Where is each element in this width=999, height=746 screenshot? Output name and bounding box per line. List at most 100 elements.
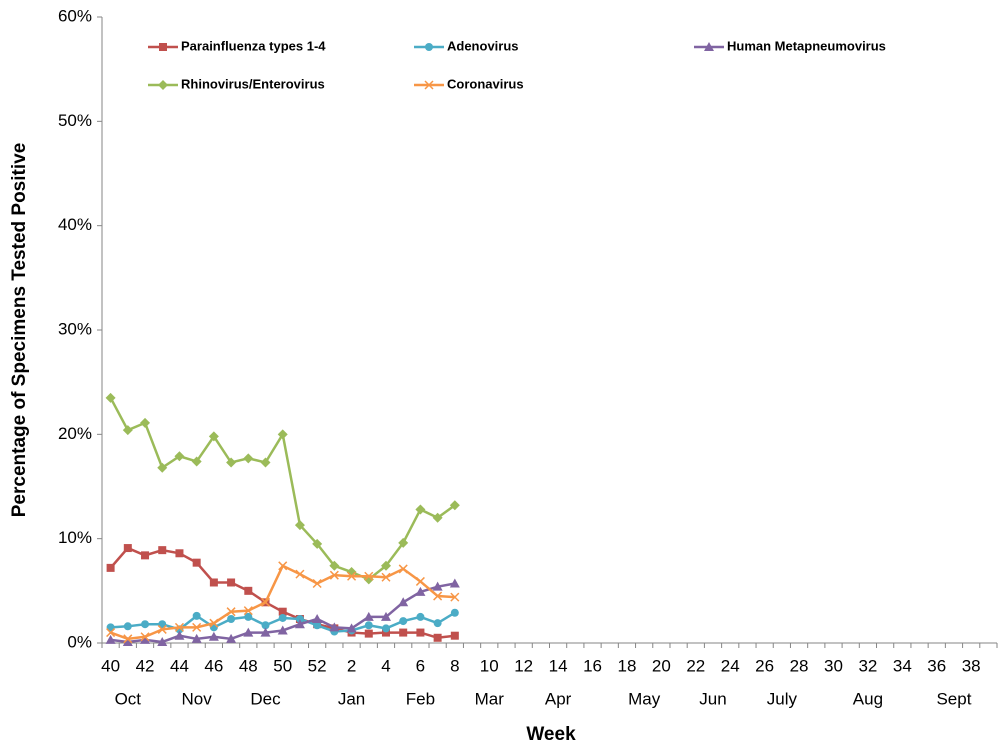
x-tick-label: 46 — [204, 656, 223, 675]
data-point — [329, 622, 340, 632]
data-point — [398, 537, 409, 548]
data-point — [208, 431, 219, 442]
data-point — [260, 597, 271, 607]
data-point — [294, 520, 305, 531]
x-tick-label: 50 — [273, 656, 292, 675]
data-point — [141, 620, 150, 629]
x-tick-label: 18 — [617, 656, 636, 675]
x-axis-title: Week — [526, 724, 576, 745]
data-point — [191, 456, 202, 467]
legend-marker — [158, 80, 168, 90]
data-point — [381, 624, 390, 633]
data-point — [380, 560, 391, 571]
data-point — [294, 619, 305, 629]
legend-marker — [704, 42, 714, 51]
data-point — [433, 591, 443, 601]
x-tick-label: 2 — [347, 656, 356, 675]
data-point — [192, 558, 201, 567]
data-point — [123, 544, 132, 553]
legend-marker — [424, 80, 434, 90]
data-point — [260, 457, 271, 468]
data-point — [140, 417, 151, 428]
month-label: Jun — [699, 689, 726, 708]
data-point — [260, 627, 271, 637]
y-axis-title: Percentage of Specimens Tested Positive — [9, 143, 30, 518]
data-point — [226, 607, 236, 617]
legend-marker — [159, 43, 167, 51]
data-point — [415, 576, 425, 586]
x-tick-label: 32 — [858, 656, 877, 675]
x-tick-label: 48 — [239, 656, 258, 675]
month-label: Dec — [250, 689, 281, 708]
x-tick-label: 8 — [450, 656, 459, 675]
x-tick-label: 30 — [824, 656, 843, 675]
data-point — [192, 622, 202, 632]
data-point — [106, 628, 116, 638]
data-point — [277, 625, 288, 635]
data-point — [105, 392, 116, 403]
data-point — [157, 462, 168, 473]
data-point — [122, 636, 133, 646]
data-point — [450, 631, 459, 640]
data-point — [312, 578, 322, 589]
x-tick-label: 4 — [381, 656, 390, 675]
data-point — [416, 612, 425, 621]
data-point — [243, 627, 254, 637]
data-point — [364, 571, 374, 581]
data-point — [399, 617, 408, 626]
data-point — [141, 551, 150, 560]
data-point — [140, 632, 150, 642]
y-tick-label: 60% — [58, 6, 92, 25]
month-label: Apr — [545, 689, 572, 708]
x-tick-label: 10 — [480, 656, 499, 675]
data-point — [381, 628, 390, 637]
data-point — [450, 608, 459, 617]
x-tick-label: 28 — [790, 656, 809, 675]
data-point — [226, 633, 237, 643]
legend-label: Adenovirus — [447, 38, 519, 53]
data-point — [278, 561, 288, 571]
data-point — [191, 633, 202, 643]
data-point — [449, 500, 460, 511]
data-point — [295, 615, 304, 624]
data-point — [208, 631, 219, 641]
data-point — [175, 549, 184, 558]
x-tick-label: 42 — [136, 656, 155, 675]
data-point — [158, 620, 167, 629]
data-point — [243, 606, 253, 616]
data-point — [329, 570, 339, 580]
data-point — [226, 457, 237, 468]
y-tick-label: 10% — [58, 528, 92, 547]
x-tick-label: 52 — [308, 656, 327, 675]
data-point — [123, 634, 133, 644]
data-point — [398, 597, 409, 607]
x-tick-label: 38 — [962, 656, 981, 675]
month-label: Sept — [936, 689, 971, 708]
data-point — [312, 614, 323, 624]
month-label: Oct — [115, 689, 142, 708]
data-point — [450, 592, 460, 602]
x-tick-label: 24 — [721, 656, 740, 675]
data-point — [329, 560, 340, 571]
data-point — [433, 633, 442, 642]
x-tick-label: 36 — [927, 656, 946, 675]
x-tick-label: 6 — [416, 656, 425, 675]
legend-label: Rhinovirus/Enterovirus — [181, 76, 325, 91]
legend-marker — [425, 43, 433, 51]
legend-label: Coronavirus — [447, 76, 524, 91]
month-label: Nov — [182, 689, 213, 708]
data-point — [313, 621, 322, 630]
data-point — [278, 607, 287, 616]
data-point — [123, 622, 132, 631]
y-tick-label: 40% — [58, 215, 92, 234]
month-label: July — [767, 689, 798, 708]
data-point — [106, 563, 115, 572]
x-tick-label: 40 — [101, 656, 120, 675]
data-point — [295, 569, 305, 579]
data-point — [174, 622, 184, 632]
data-point — [346, 623, 357, 633]
month-label: Mar — [475, 689, 505, 708]
data-point — [415, 504, 426, 515]
